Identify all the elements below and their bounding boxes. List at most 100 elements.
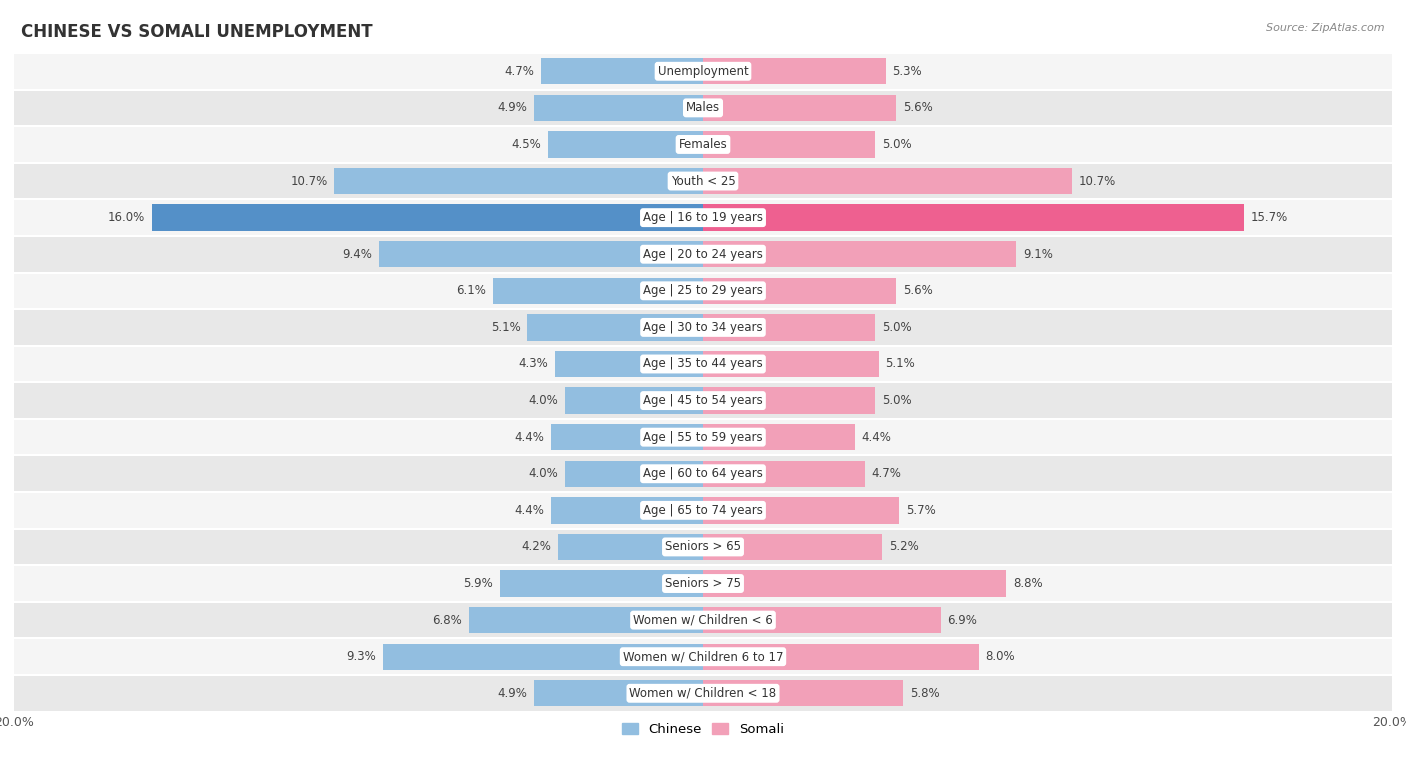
- Text: 4.4%: 4.4%: [862, 431, 891, 444]
- Legend: Chinese, Somali: Chinese, Somali: [617, 717, 789, 741]
- Text: Age | 55 to 59 years: Age | 55 to 59 years: [643, 431, 763, 444]
- Text: 4.4%: 4.4%: [515, 504, 544, 517]
- Text: Women w/ Children < 18: Women w/ Children < 18: [630, 687, 776, 699]
- Bar: [14, 565, 1392, 602]
- Text: 9.4%: 9.4%: [343, 248, 373, 260]
- Text: 4.4%: 4.4%: [515, 431, 544, 444]
- Text: Age | 35 to 44 years: Age | 35 to 44 years: [643, 357, 763, 370]
- Bar: [703, 497, 900, 524]
- Text: Age | 16 to 19 years: Age | 16 to 19 years: [643, 211, 763, 224]
- Text: 9.1%: 9.1%: [1024, 248, 1053, 260]
- Bar: [14, 492, 1392, 528]
- Bar: [703, 607, 941, 634]
- Text: Age | 25 to 29 years: Age | 25 to 29 years: [643, 285, 763, 298]
- Text: Unemployment: Unemployment: [658, 65, 748, 78]
- Text: 10.7%: 10.7%: [1078, 175, 1116, 188]
- Bar: [703, 350, 879, 377]
- Text: Age | 60 to 64 years: Age | 60 to 64 years: [643, 467, 763, 480]
- Text: Age | 65 to 74 years: Age | 65 to 74 years: [643, 504, 763, 517]
- Text: 5.9%: 5.9%: [463, 577, 494, 590]
- Text: 4.5%: 4.5%: [512, 138, 541, 151]
- Bar: [703, 95, 896, 121]
- Bar: [703, 168, 1071, 195]
- Text: 4.7%: 4.7%: [872, 467, 901, 480]
- Text: 5.1%: 5.1%: [491, 321, 520, 334]
- Bar: [558, 534, 703, 560]
- Text: Women w/ Children 6 to 17: Women w/ Children 6 to 17: [623, 650, 783, 663]
- Bar: [703, 314, 875, 341]
- Bar: [703, 424, 855, 450]
- Bar: [14, 273, 1392, 309]
- Bar: [565, 388, 703, 414]
- Bar: [703, 58, 886, 85]
- Text: 5.1%: 5.1%: [886, 357, 915, 370]
- Bar: [14, 675, 1392, 712]
- Bar: [703, 131, 875, 157]
- Text: 5.6%: 5.6%: [903, 101, 932, 114]
- Text: 4.0%: 4.0%: [529, 394, 558, 407]
- Text: 4.3%: 4.3%: [519, 357, 548, 370]
- Text: 4.9%: 4.9%: [498, 101, 527, 114]
- Bar: [14, 53, 1392, 89]
- Text: 16.0%: 16.0%: [108, 211, 145, 224]
- Bar: [703, 570, 1007, 597]
- Text: 8.0%: 8.0%: [986, 650, 1015, 663]
- Bar: [14, 236, 1392, 273]
- Bar: [494, 278, 703, 304]
- Text: 5.0%: 5.0%: [882, 321, 911, 334]
- Text: 4.7%: 4.7%: [505, 65, 534, 78]
- Bar: [703, 241, 1017, 267]
- Bar: [703, 643, 979, 670]
- Text: Age | 20 to 24 years: Age | 20 to 24 years: [643, 248, 763, 260]
- Text: 15.7%: 15.7%: [1251, 211, 1288, 224]
- Bar: [703, 680, 903, 706]
- Bar: [14, 419, 1392, 456]
- Text: 5.0%: 5.0%: [882, 394, 911, 407]
- Text: 8.8%: 8.8%: [1012, 577, 1043, 590]
- Text: 9.3%: 9.3%: [346, 650, 375, 663]
- Bar: [14, 346, 1392, 382]
- Text: Males: Males: [686, 101, 720, 114]
- Bar: [555, 350, 703, 377]
- Bar: [551, 497, 703, 524]
- Bar: [551, 424, 703, 450]
- Bar: [335, 168, 703, 195]
- Text: Females: Females: [679, 138, 727, 151]
- Text: 5.7%: 5.7%: [907, 504, 936, 517]
- Bar: [534, 680, 703, 706]
- Text: 6.8%: 6.8%: [432, 614, 461, 627]
- Bar: [703, 204, 1244, 231]
- Bar: [703, 460, 865, 487]
- Text: Youth < 25: Youth < 25: [671, 175, 735, 188]
- Bar: [541, 58, 703, 85]
- Text: 4.9%: 4.9%: [498, 687, 527, 699]
- Bar: [14, 456, 1392, 492]
- Text: Women w/ Children < 6: Women w/ Children < 6: [633, 614, 773, 627]
- Text: 6.1%: 6.1%: [456, 285, 486, 298]
- Text: 6.9%: 6.9%: [948, 614, 977, 627]
- Text: Age | 45 to 54 years: Age | 45 to 54 years: [643, 394, 763, 407]
- Bar: [14, 126, 1392, 163]
- Bar: [565, 460, 703, 487]
- Text: 5.2%: 5.2%: [889, 540, 918, 553]
- Bar: [14, 163, 1392, 199]
- Text: 5.6%: 5.6%: [903, 285, 932, 298]
- Bar: [14, 89, 1392, 126]
- Text: 10.7%: 10.7%: [290, 175, 328, 188]
- Bar: [534, 95, 703, 121]
- Text: 5.0%: 5.0%: [882, 138, 911, 151]
- Text: Seniors > 75: Seniors > 75: [665, 577, 741, 590]
- Text: CHINESE VS SOMALI UNEMPLOYMENT: CHINESE VS SOMALI UNEMPLOYMENT: [21, 23, 373, 41]
- Bar: [14, 382, 1392, 419]
- Text: Seniors > 65: Seniors > 65: [665, 540, 741, 553]
- Bar: [14, 528, 1392, 565]
- Text: 4.2%: 4.2%: [522, 540, 551, 553]
- Text: 4.0%: 4.0%: [529, 467, 558, 480]
- Bar: [548, 131, 703, 157]
- Bar: [14, 199, 1392, 236]
- Bar: [14, 309, 1392, 346]
- Bar: [468, 607, 703, 634]
- Text: 5.8%: 5.8%: [910, 687, 939, 699]
- Text: Source: ZipAtlas.com: Source: ZipAtlas.com: [1267, 23, 1385, 33]
- Bar: [527, 314, 703, 341]
